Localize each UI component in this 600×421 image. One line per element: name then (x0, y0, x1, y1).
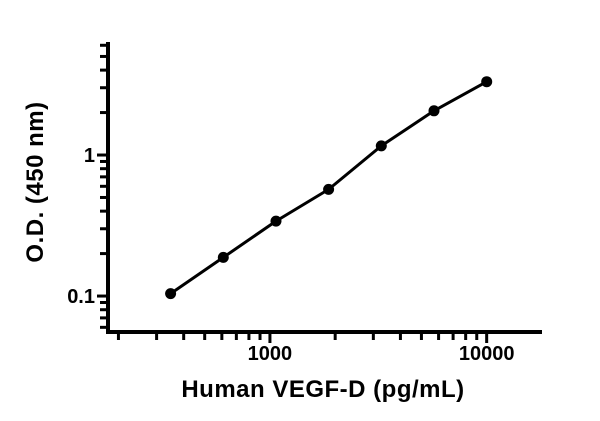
data-point (270, 215, 282, 227)
data-points (165, 76, 493, 300)
axis-major-ticks (97, 153, 489, 343)
x-axis-tick-labels: 1000 10000 (248, 343, 515, 365)
y-axis-tick-labels: 1 0.1 (67, 145, 95, 308)
data-point (323, 183, 335, 195)
data-point (481, 76, 493, 88)
data-point (217, 251, 229, 263)
y-axis-title: O.D. (450 nm) (22, 101, 49, 262)
data-point (375, 140, 387, 152)
data-point (165, 288, 177, 300)
x-tick-label-10000: 10000 (459, 343, 515, 365)
axis-minor-ticks (100, 43, 479, 340)
data-point (428, 105, 440, 117)
y-tick-label-1: 1 (84, 145, 95, 167)
x-tick-label-1000: 1000 (248, 343, 293, 365)
y-tick-label-0-1: 0.1 (67, 286, 95, 308)
x-axis-title: Human VEGF-D (pg/mL) (181, 376, 464, 403)
